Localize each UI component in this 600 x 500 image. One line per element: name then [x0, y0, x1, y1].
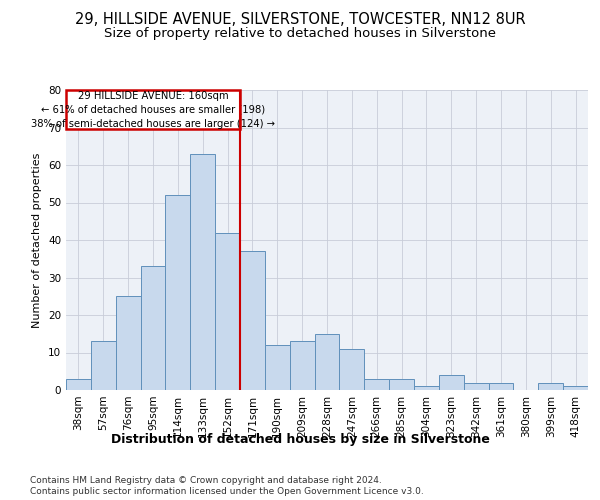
Bar	[140, 266, 166, 390]
Bar	[563, 386, 588, 390]
Bar	[414, 386, 439, 390]
Bar	[538, 382, 563, 390]
Bar	[364, 379, 389, 390]
Bar	[66, 90, 240, 130]
Text: Distribution of detached houses by size in Silverstone: Distribution of detached houses by size …	[110, 432, 490, 446]
Text: Contains HM Land Registry data © Crown copyright and database right 2024.: Contains HM Land Registry data © Crown c…	[30, 476, 382, 485]
Text: 29, HILLSIDE AVENUE, SILVERSTONE, TOWCESTER, NN12 8UR: 29, HILLSIDE AVENUE, SILVERSTONE, TOWCES…	[74, 12, 526, 28]
Bar	[265, 345, 290, 390]
Y-axis label: Number of detached properties: Number of detached properties	[32, 152, 43, 328]
Bar	[340, 349, 364, 390]
Bar	[190, 154, 215, 390]
Bar	[66, 379, 91, 390]
Bar	[439, 375, 464, 390]
Text: Size of property relative to detached houses in Silverstone: Size of property relative to detached ho…	[104, 28, 496, 40]
Bar	[488, 382, 514, 390]
Bar	[240, 251, 265, 390]
Bar	[166, 195, 190, 390]
Bar	[215, 232, 240, 390]
Bar	[290, 341, 314, 390]
Text: Contains public sector information licensed under the Open Government Licence v3: Contains public sector information licen…	[30, 487, 424, 496]
Text: 29 HILLSIDE AVENUE: 160sqm
← 61% of detached houses are smaller (198)
38% of sem: 29 HILLSIDE AVENUE: 160sqm ← 61% of deta…	[31, 90, 275, 128]
Bar	[314, 334, 340, 390]
Bar	[91, 341, 116, 390]
Bar	[116, 296, 140, 390]
Bar	[389, 379, 414, 390]
Bar	[464, 382, 488, 390]
